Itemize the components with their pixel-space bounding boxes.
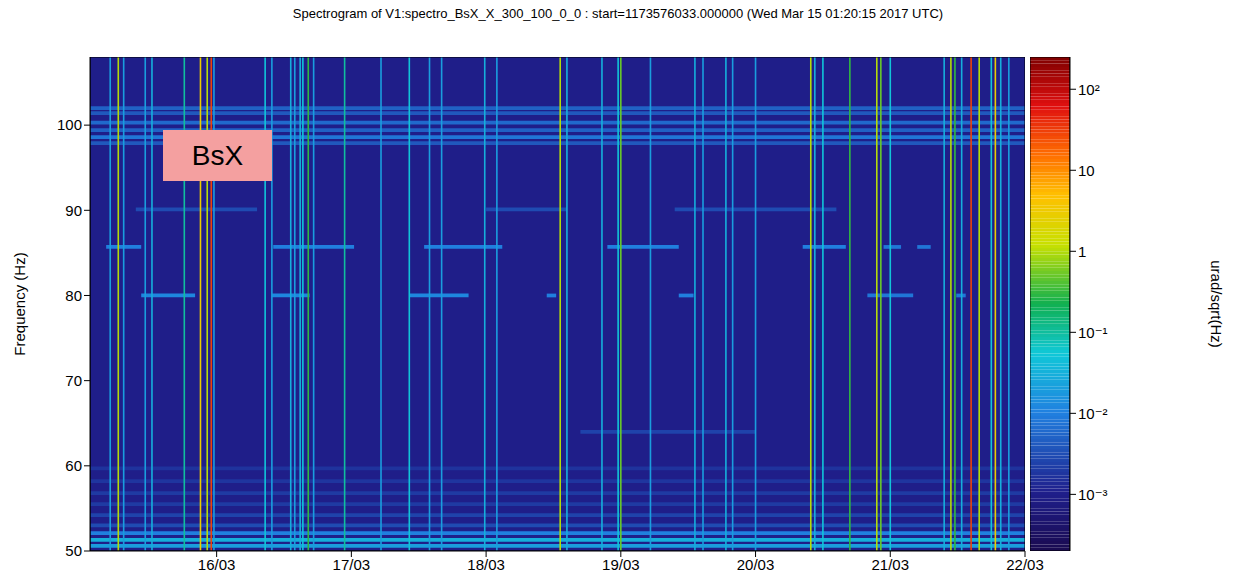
svg-text:10⁻²: 10⁻² xyxy=(1078,405,1108,422)
svg-text:60: 60 xyxy=(65,457,82,474)
svg-text:90: 90 xyxy=(65,202,82,219)
svg-text:19/03: 19/03 xyxy=(602,556,640,573)
svg-text:16/03: 16/03 xyxy=(198,556,236,573)
svg-text:1: 1 xyxy=(1078,243,1086,260)
svg-text:urad/sqrt(Hz): urad/sqrt(Hz) xyxy=(1208,260,1225,348)
svg-text:10: 10 xyxy=(1078,162,1095,179)
html-text:Spectrogram of V1:spectro_BsX_: Spectrogram of V1:spectro_BsX_X_300_100_… xyxy=(292,6,944,21)
svg-text:22/03: 22/03 xyxy=(1006,556,1044,573)
svg-text:10²: 10² xyxy=(1078,81,1100,98)
svg-text:10⁻¹: 10⁻¹ xyxy=(1078,324,1108,341)
svg-text:20/03: 20/03 xyxy=(737,556,775,573)
html-text:BsX: BsX xyxy=(191,139,244,171)
svg-text:50: 50 xyxy=(65,542,82,559)
svg-text:70: 70 xyxy=(65,372,82,389)
svg-text:80: 80 xyxy=(65,287,82,304)
svg-text:10⁻³: 10⁻³ xyxy=(1078,486,1108,503)
svg-text:Frequency (Hz): Frequency (Hz) xyxy=(11,252,28,355)
svg-text:100: 100 xyxy=(57,116,82,133)
svg-text:18/03: 18/03 xyxy=(467,556,505,573)
svg-text:21/03: 21/03 xyxy=(872,556,910,573)
svg-text:17/03: 17/03 xyxy=(333,556,371,573)
